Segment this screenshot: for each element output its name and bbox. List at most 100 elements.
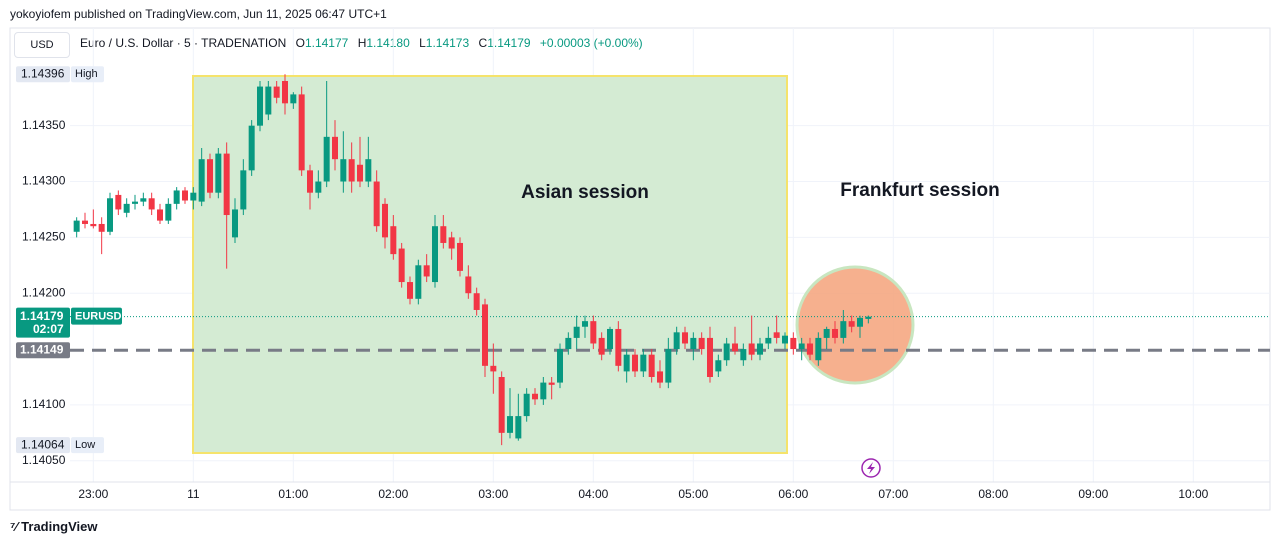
symbol: Euro / U.S. Dollar · 5 · TRADENATION bbox=[80, 36, 287, 50]
candle-body bbox=[198, 159, 205, 202]
candle-body bbox=[548, 382, 555, 385]
candle-body bbox=[182, 190, 188, 201]
currency-button[interactable]: USD bbox=[14, 32, 70, 58]
candle-body bbox=[190, 192, 197, 201]
price-label-bg bbox=[16, 437, 70, 454]
candle-body bbox=[157, 209, 163, 221]
candle-body bbox=[532, 393, 538, 400]
candle-body bbox=[207, 159, 213, 193]
candle-body bbox=[473, 293, 480, 310]
candle-body bbox=[707, 337, 713, 377]
y-tick-label: 1.14250 bbox=[22, 230, 66, 244]
candle-body bbox=[123, 203, 130, 213]
y-tick-label: 1.14100 bbox=[22, 397, 66, 411]
price-label: 1.14396 bbox=[21, 66, 65, 80]
candle-body bbox=[357, 164, 363, 182]
candle-body bbox=[615, 328, 622, 366]
candle-body bbox=[757, 343, 763, 355]
candle-body bbox=[540, 382, 547, 400]
ohlc-label: C bbox=[478, 36, 488, 50]
candle-body bbox=[740, 349, 747, 361]
candle-body bbox=[748, 343, 755, 355]
candle-body bbox=[648, 354, 655, 377]
candle-body bbox=[365, 159, 372, 182]
y-tick-label: 1.14200 bbox=[22, 285, 66, 299]
candle-body bbox=[390, 226, 397, 255]
x-tick-label: 09:00 bbox=[1078, 487, 1108, 501]
y-tick-label: 1.14300 bbox=[22, 174, 66, 188]
candle-body bbox=[665, 349, 672, 383]
candle-body bbox=[440, 226, 447, 243]
candle-body bbox=[565, 337, 572, 350]
symbol-tag-bg bbox=[71, 307, 122, 325]
change: +0.00003 (+0.00%) bbox=[539, 36, 643, 50]
candle-body bbox=[482, 304, 488, 366]
candle-body bbox=[673, 332, 680, 350]
candle-body bbox=[448, 237, 455, 249]
candle-body bbox=[465, 276, 472, 294]
x-tick-label: 01:00 bbox=[278, 487, 308, 501]
x-tick-label: 10:00 bbox=[1178, 487, 1208, 501]
chart-frame bbox=[9, 27, 1271, 511]
x-tick-label: 05:00 bbox=[678, 487, 708, 501]
candle-body bbox=[507, 416, 513, 433]
symbol-legend: Euro / U.S. Dollar · 5 · TRADENATION O1.… bbox=[80, 36, 643, 50]
candle-body bbox=[148, 198, 155, 210]
price-tag: High bbox=[75, 68, 98, 80]
candle-body bbox=[590, 321, 597, 344]
candle-body bbox=[373, 181, 380, 227]
candle-body bbox=[290, 94, 297, 104]
ohlc-value: 1.14177 bbox=[304, 36, 349, 50]
candle-body bbox=[107, 198, 113, 232]
reference-label-bg bbox=[16, 342, 70, 359]
header: yokoyiofem published on TradingView.com,… bbox=[0, 0, 1281, 60]
ohlc-value: 1.14173 bbox=[425, 36, 470, 50]
candle-body bbox=[240, 170, 247, 210]
candle-body bbox=[298, 94, 305, 171]
candle-body bbox=[582, 321, 588, 327]
candle-body bbox=[82, 220, 88, 224]
candle-body bbox=[632, 354, 638, 372]
candle-body bbox=[773, 332, 780, 338]
session-box bbox=[192, 75, 788, 454]
candle-body bbox=[723, 343, 730, 361]
price-tag-bg bbox=[71, 66, 104, 83]
candle-body bbox=[732, 343, 738, 352]
candle-body bbox=[832, 328, 838, 338]
candle-body bbox=[865, 316, 872, 319]
candle-body bbox=[115, 194, 122, 210]
candle-body bbox=[557, 349, 563, 383]
last-price-bg bbox=[16, 307, 70, 338]
price-label-bg bbox=[16, 66, 70, 83]
candle-body bbox=[573, 326, 580, 338]
candle-body bbox=[265, 86, 272, 115]
ohlc-label: L bbox=[419, 36, 426, 50]
candle-body bbox=[248, 125, 255, 171]
y-tick-label: 1.14050 bbox=[22, 453, 66, 467]
x-tick-label: 03:00 bbox=[478, 487, 508, 501]
candle-body bbox=[132, 201, 138, 204]
footer: ⁷⁄ TradingView bbox=[10, 519, 98, 534]
candle-body bbox=[215, 153, 222, 193]
price-label: 1.14064 bbox=[21, 437, 65, 451]
candle-body bbox=[790, 337, 797, 350]
x-tick-label: 08:00 bbox=[978, 487, 1008, 501]
candle-body bbox=[173, 190, 180, 204]
event-icon-bolt bbox=[867, 462, 875, 474]
candle-body bbox=[682, 332, 688, 344]
x-tick-label: 04:00 bbox=[578, 487, 608, 501]
x-tick-label: 02:00 bbox=[378, 487, 408, 501]
candle-body bbox=[98, 223, 105, 232]
candle-body bbox=[765, 337, 772, 344]
candle-body bbox=[823, 328, 830, 338]
candle-body bbox=[140, 198, 147, 202]
candle-body bbox=[690, 337, 697, 350]
logo: ⁷⁄ bbox=[10, 519, 22, 534]
candle-body bbox=[257, 86, 263, 126]
candle-body bbox=[273, 86, 280, 98]
publisher: yokoyiofem published on TradingView.com,… bbox=[10, 7, 387, 21]
x-tick-label: 23:00 bbox=[78, 487, 108, 501]
last-price-label: 1.14179 bbox=[20, 309, 64, 323]
